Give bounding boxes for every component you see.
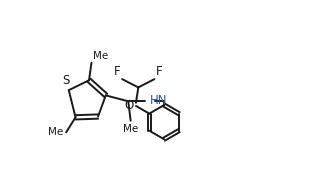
Text: F: F [114,65,120,78]
Text: F: F [156,65,163,78]
Text: Me: Me [123,124,138,134]
Text: O: O [125,99,134,112]
Text: Me: Me [49,127,64,137]
Text: S: S [63,74,70,87]
Text: Me: Me [93,51,108,61]
Text: HN: HN [150,94,167,107]
